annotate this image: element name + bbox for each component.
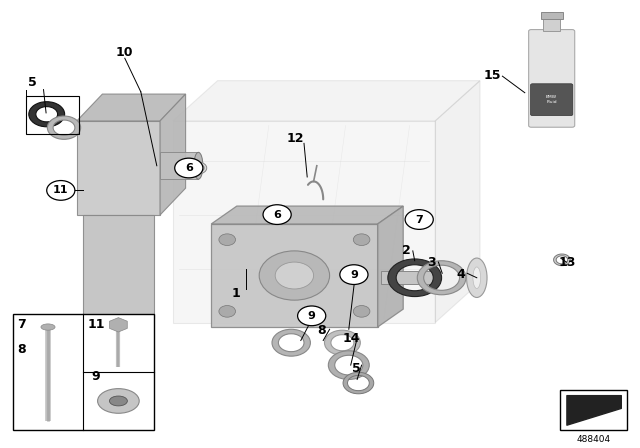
Polygon shape — [160, 94, 186, 215]
Text: 7: 7 — [17, 318, 26, 332]
Text: 6: 6 — [185, 163, 193, 173]
Circle shape — [298, 306, 326, 326]
Ellipse shape — [473, 267, 481, 289]
Polygon shape — [83, 215, 154, 318]
Polygon shape — [77, 121, 160, 215]
Text: 7: 7 — [415, 215, 423, 224]
Text: 6: 6 — [273, 210, 281, 220]
Text: 3: 3 — [428, 255, 436, 269]
Polygon shape — [435, 81, 480, 323]
Text: 9: 9 — [92, 370, 100, 383]
Polygon shape — [77, 94, 186, 121]
Ellipse shape — [41, 324, 55, 330]
Text: 9: 9 — [308, 311, 316, 321]
Polygon shape — [211, 224, 378, 327]
Bar — [381, 271, 435, 284]
Polygon shape — [173, 81, 480, 121]
Ellipse shape — [98, 388, 140, 413]
Text: 12: 12 — [287, 132, 305, 146]
Text: 13: 13 — [558, 255, 576, 269]
Text: 5: 5 — [352, 362, 361, 375]
Circle shape — [259, 251, 330, 300]
Circle shape — [405, 210, 433, 229]
Text: 11: 11 — [87, 318, 105, 332]
Text: 5: 5 — [28, 76, 36, 90]
Text: BMW
Fluid: BMW Fluid — [546, 95, 557, 104]
Text: 9: 9 — [350, 270, 358, 280]
Circle shape — [353, 234, 370, 246]
Circle shape — [219, 234, 236, 246]
Polygon shape — [211, 206, 403, 224]
Text: 15: 15 — [484, 69, 502, 82]
Text: 10: 10 — [116, 46, 134, 60]
Circle shape — [263, 205, 291, 224]
Polygon shape — [378, 206, 403, 327]
Circle shape — [353, 306, 370, 317]
Bar — [541, 12, 563, 19]
Text: 4: 4 — [456, 267, 465, 281]
Ellipse shape — [467, 258, 487, 297]
Polygon shape — [160, 152, 198, 179]
Circle shape — [175, 158, 203, 178]
Bar — [543, 19, 560, 31]
Ellipse shape — [109, 396, 127, 406]
Text: 11: 11 — [53, 185, 68, 195]
Text: 8: 8 — [17, 343, 26, 356]
FancyBboxPatch shape — [529, 30, 575, 127]
FancyBboxPatch shape — [531, 84, 573, 116]
Bar — [560, 390, 627, 430]
Circle shape — [340, 265, 368, 284]
Ellipse shape — [194, 152, 203, 179]
Text: 488404: 488404 — [577, 435, 611, 444]
Text: 14: 14 — [342, 332, 360, 345]
Polygon shape — [173, 121, 435, 323]
Circle shape — [219, 306, 236, 317]
Text: 2: 2 — [402, 244, 411, 258]
Circle shape — [275, 262, 314, 289]
Text: 1: 1 — [231, 287, 240, 300]
Circle shape — [47, 181, 75, 200]
Bar — [13, 314, 154, 430]
Bar — [26, 96, 79, 134]
Text: 8: 8 — [317, 324, 326, 337]
